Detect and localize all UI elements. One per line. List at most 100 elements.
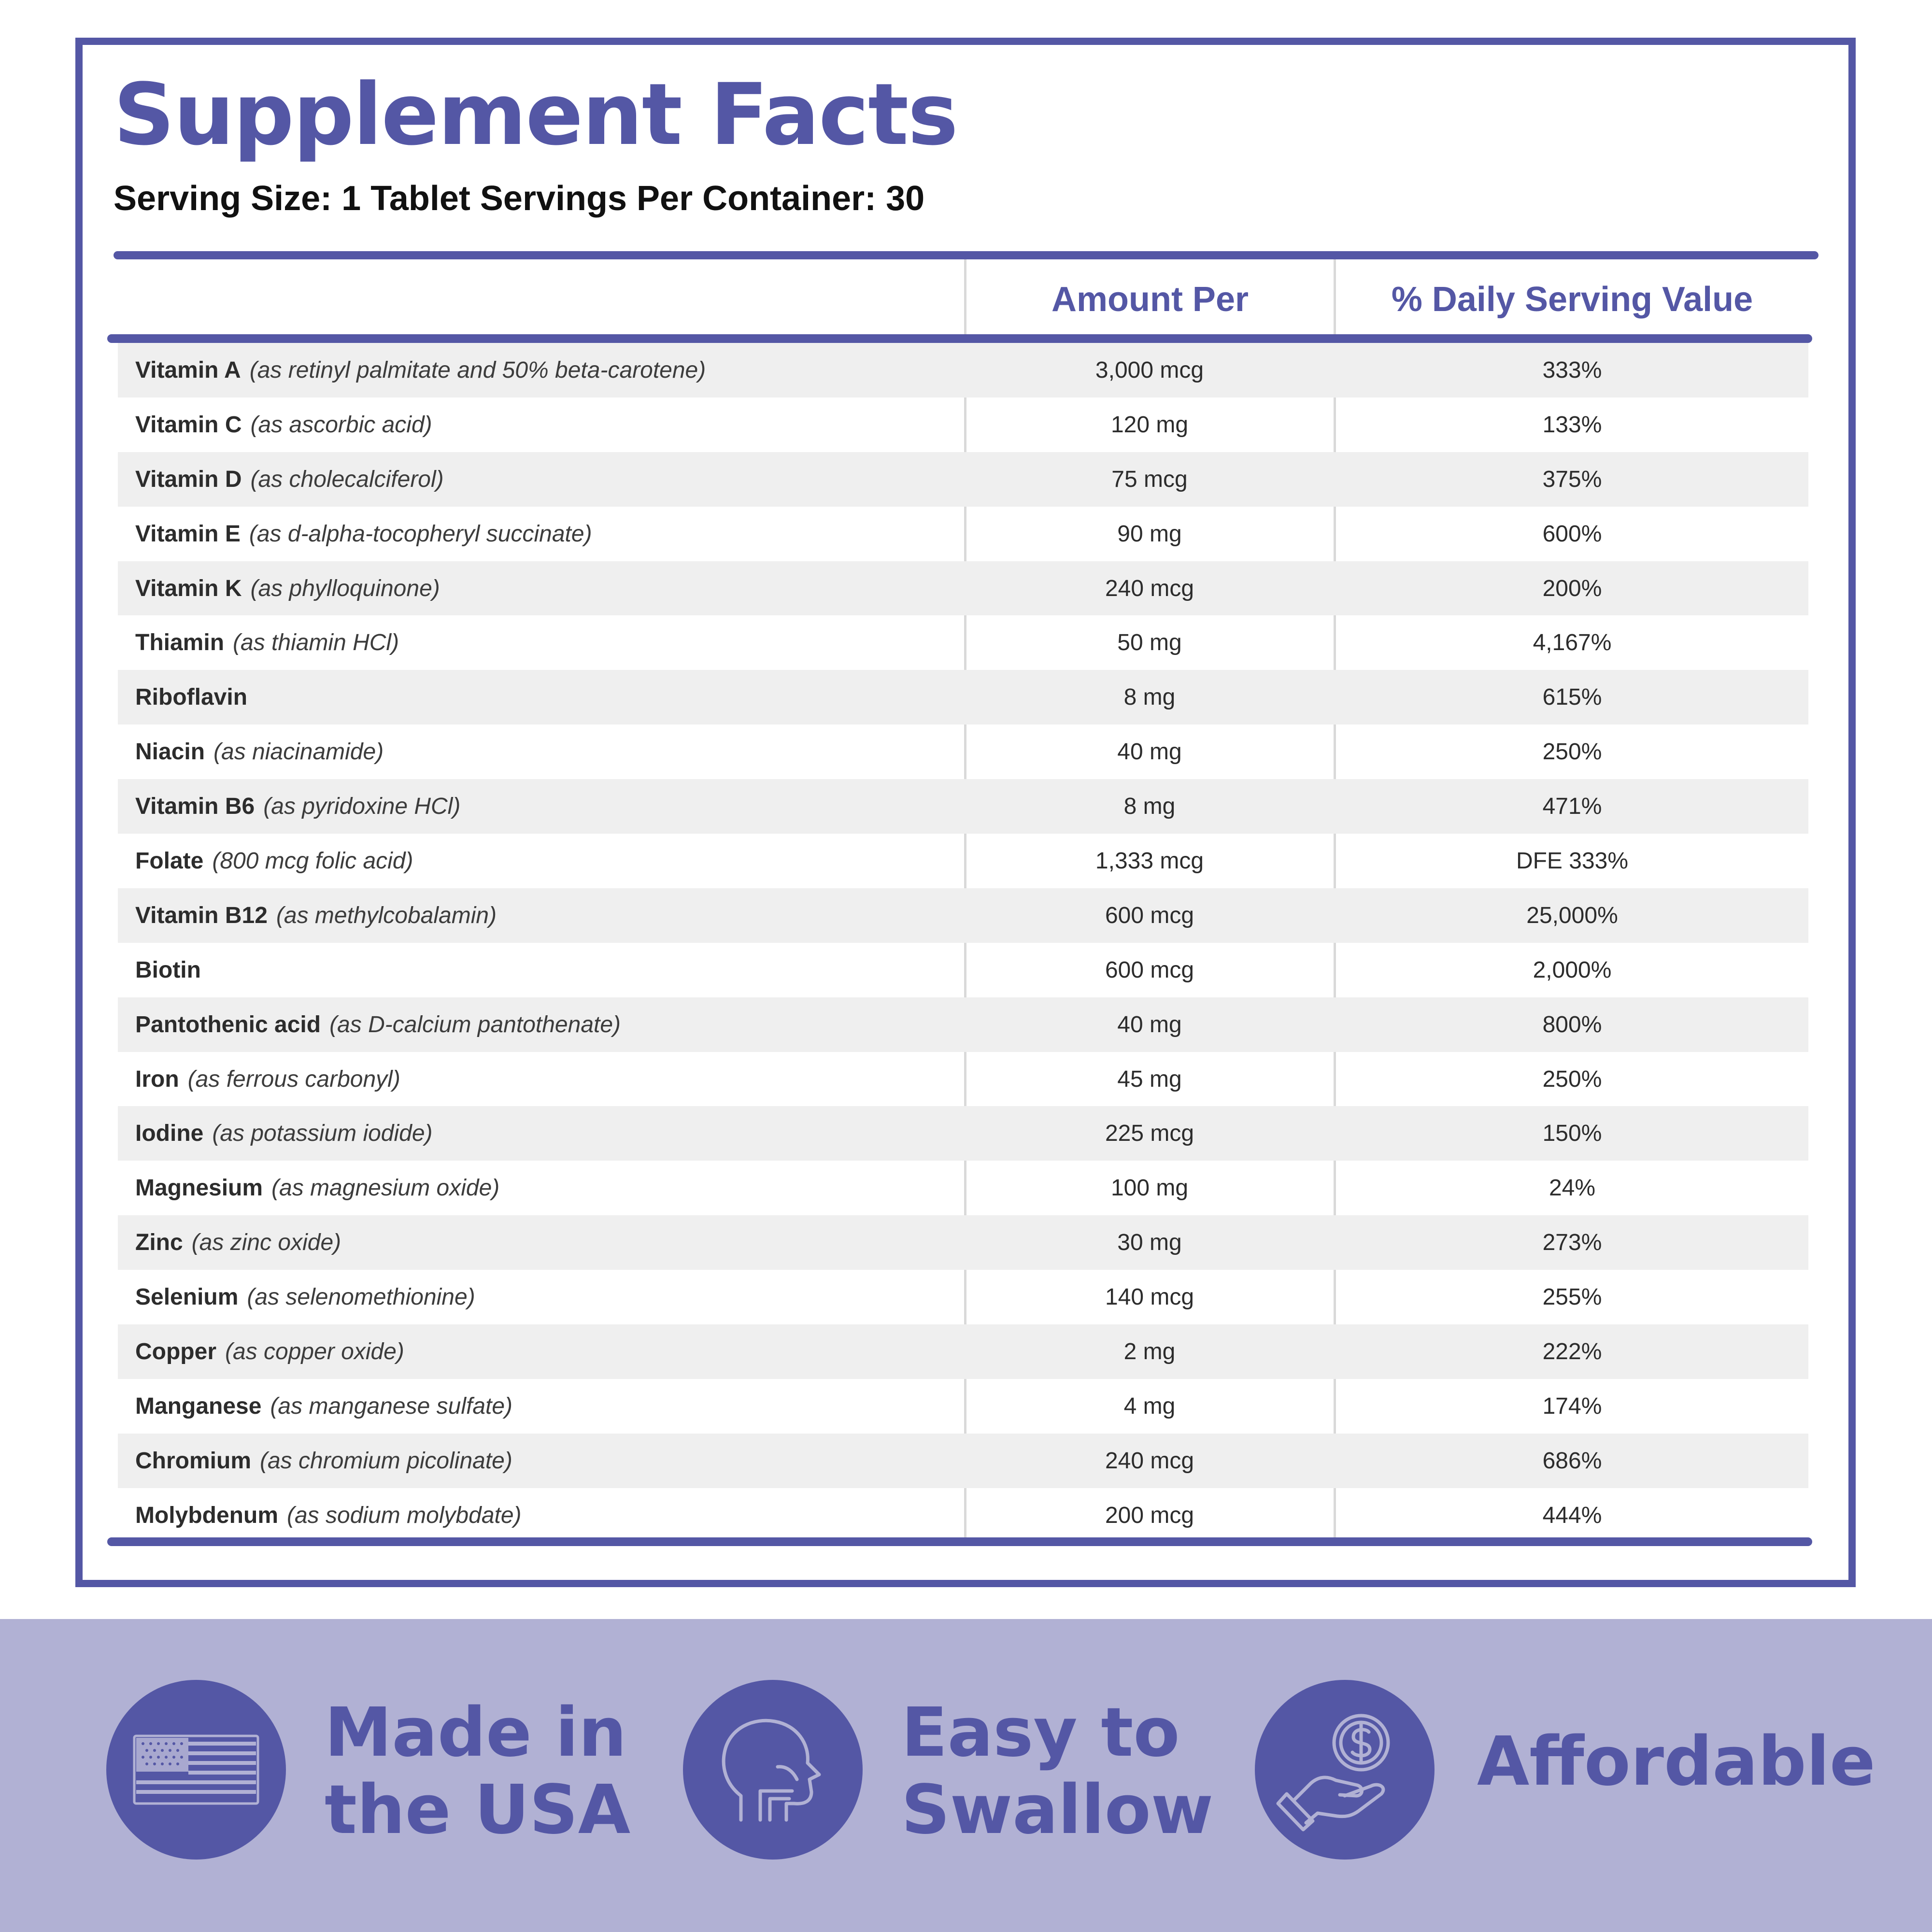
table-row: Vitamin K (as phylloquinone) 240 mcg 200% bbox=[118, 561, 1808, 616]
nutrient-name: Vitamin B12 bbox=[135, 902, 268, 928]
nutrient-name: Iodine bbox=[135, 1121, 204, 1147]
table-row: Molybdenum (as sodium molybdate) 200 mcg 44… bbox=[118, 1488, 1808, 1543]
nutrient-name: Pantothenic acid bbox=[135, 1011, 321, 1037]
column-header-amount: Amount Per bbox=[1051, 280, 1249, 319]
amount-cell: 75 mcg bbox=[1111, 466, 1188, 492]
amount-cell: 3,000 mcg bbox=[1095, 357, 1204, 383]
amount-cell: 600 mcg bbox=[1105, 902, 1194, 928]
nutrient-source: (as zinc oxide) bbox=[191, 1230, 341, 1256]
nutrient-name: Selenium bbox=[135, 1284, 239, 1310]
nutrient-table: Vitamin A (as retinyl palmitate and 50% b… bbox=[118, 343, 1808, 1543]
nutrient-name-cell: Biotin bbox=[135, 943, 201, 997]
table-row: Thiamin (as thiamin HCl) 50 mg 4,167% bbox=[118, 615, 1808, 670]
feature-made-in-usa-line1: Made in bbox=[325, 1693, 627, 1772]
daily-value-cell: 255% bbox=[1542, 1284, 1602, 1310]
nutrient-name-cell: Folate (800 mcg folic acid) bbox=[135, 834, 413, 888]
nutrient-name-cell: Vitamin B12 (as methylcobalamin) bbox=[135, 888, 497, 943]
nutrient-name-cell: Chromium (as chromium picolinate) bbox=[135, 1434, 512, 1488]
feature-easy-swallow-line2: Swallow bbox=[901, 1771, 1214, 1849]
nutrient-name: Vitamin E bbox=[135, 521, 241, 547]
amount-cell: 240 mcg bbox=[1105, 575, 1194, 601]
nutrient-source: (as ascorbic acid) bbox=[250, 412, 432, 438]
nutrient-name-cell: Magnesium (as magnesium oxide) bbox=[135, 1161, 499, 1215]
daily-value-cell: 273% bbox=[1542, 1230, 1602, 1256]
nutrient-name-cell: Thiamin (as thiamin HCl) bbox=[135, 615, 399, 670]
nutrient-source: (as phylloquinone) bbox=[250, 575, 440, 601]
nutrient-source: (as chromium picolinate) bbox=[260, 1448, 512, 1474]
table-row: Vitamin D (as cholecalciferol) 75 mcg 375% bbox=[118, 452, 1808, 507]
nutrient-name-cell: Vitamin D (as cholecalciferol) bbox=[135, 452, 444, 507]
table-row: Iron (as ferrous carbonyl) 45 mg 250% bbox=[118, 1052, 1808, 1107]
amount-cell: 40 mg bbox=[1117, 739, 1182, 765]
top-divider bbox=[114, 251, 1818, 259]
daily-value-cell: 133% bbox=[1542, 412, 1602, 438]
nutrient-name-cell: Selenium (as selenomethionine) bbox=[135, 1270, 475, 1324]
daily-value-cell: 471% bbox=[1542, 794, 1602, 820]
hand-dollar-icon bbox=[1255, 1680, 1435, 1860]
daily-value-cell: 250% bbox=[1542, 739, 1602, 765]
nutrient-source: (as sodium molybdate) bbox=[287, 1502, 522, 1528]
amount-cell: 8 mg bbox=[1123, 794, 1176, 820]
amount-cell: 200 mcg bbox=[1105, 1502, 1194, 1528]
feature-easy-swallow-line1: Easy to bbox=[901, 1693, 1180, 1772]
daily-value-cell: 800% bbox=[1542, 1011, 1602, 1037]
daily-value-cell: 615% bbox=[1542, 684, 1602, 710]
usa-flag-icon bbox=[106, 1680, 286, 1860]
nutrient-source: (as selenomethionine) bbox=[247, 1284, 475, 1310]
daily-value-cell: 24% bbox=[1548, 1175, 1596, 1201]
daily-value-cell: 686% bbox=[1542, 1448, 1602, 1474]
nutrient-source: (as retinyl palmitate and 50% beta-carot… bbox=[249, 357, 706, 383]
nutrient-name: Riboflavin bbox=[135, 684, 248, 710]
nutrient-source: (as D-calcium pantothenate) bbox=[329, 1011, 621, 1037]
amount-cell: 30 mg bbox=[1117, 1230, 1182, 1256]
amount-cell: 4 mg bbox=[1123, 1393, 1176, 1419]
amount-cell: 1,333 mcg bbox=[1095, 848, 1204, 874]
daily-value-cell: 25,000% bbox=[1526, 902, 1618, 928]
table-row: Riboflavin 8 mg 615% bbox=[118, 670, 1808, 725]
nutrient-name-cell: Manganese (as manganese sulfate) bbox=[135, 1379, 512, 1434]
nutrient-name: Vitamin B6 bbox=[135, 794, 255, 820]
amount-cell: 8 mg bbox=[1123, 684, 1176, 710]
nutrient-name: Chromium bbox=[135, 1448, 251, 1474]
column-header-daily-value: % Daily Serving Value bbox=[1391, 280, 1753, 319]
daily-value-cell: 250% bbox=[1542, 1066, 1602, 1092]
nutrient-name: Niacin bbox=[135, 739, 205, 765]
nutrient-name-cell: Iodine (as potassium iodide) bbox=[135, 1106, 433, 1161]
nutrient-name: Folate bbox=[135, 848, 204, 874]
feature-made-in-usa-line2: the USA bbox=[325, 1771, 631, 1849]
table-row: Vitamin B6 (as pyridoxine HCl) 8 mg 471% bbox=[118, 779, 1808, 834]
daily-value-cell: 2,000% bbox=[1533, 957, 1612, 983]
amount-cell: 90 mg bbox=[1117, 521, 1182, 547]
daily-value-cell: 200% bbox=[1542, 575, 1602, 601]
nutrient-source: (800 mcg folic acid) bbox=[212, 848, 413, 874]
head-swallow-icon bbox=[683, 1680, 863, 1860]
nutrient-name: Magnesium bbox=[135, 1175, 263, 1201]
daily-value-cell: 375% bbox=[1542, 466, 1602, 492]
nutrient-name: Vitamin C bbox=[135, 412, 242, 438]
nutrient-name: Vitamin D bbox=[135, 466, 242, 492]
nutrient-name-cell: Molybdenum (as sodium molybdate) bbox=[135, 1488, 522, 1543]
feature-affordable: Affordable bbox=[1477, 1722, 1875, 1801]
nutrient-source: (as thiamin HCl) bbox=[233, 630, 399, 656]
nutrient-name-cell: Vitamin K (as phylloquinone) bbox=[135, 561, 440, 616]
amount-cell: 120 mg bbox=[1110, 412, 1189, 438]
amount-cell: 100 mg bbox=[1110, 1175, 1189, 1201]
nutrient-name-cell: Zinc (as zinc oxide) bbox=[135, 1215, 341, 1270]
table-row: Manganese (as manganese sulfate) 4 mg 174% bbox=[118, 1379, 1808, 1434]
nutrient-source: (as ferrous carbonyl) bbox=[187, 1066, 400, 1092]
table-row: Iodine (as potassium iodide) 225 mcg 150% bbox=[118, 1106, 1808, 1161]
nutrient-name: Zinc bbox=[135, 1230, 183, 1256]
daily-value-cell: 333% bbox=[1542, 357, 1602, 383]
amount-cell: 225 mcg bbox=[1105, 1121, 1194, 1147]
nutrient-source: (as cholecalciferol) bbox=[250, 466, 444, 492]
page-title: Supplement Facts bbox=[114, 65, 958, 164]
nutrient-name-cell: Vitamin B6 (as pyridoxine HCl) bbox=[135, 779, 460, 834]
header-divider bbox=[107, 334, 1812, 343]
table-row: Copper (as copper oxide) 2 mg 222% bbox=[118, 1324, 1808, 1379]
table-row: Vitamin A (as retinyl palmitate and 50% b… bbox=[118, 343, 1808, 398]
nutrient-name: Biotin bbox=[135, 957, 201, 983]
amount-cell: 40 mg bbox=[1117, 1011, 1182, 1037]
table-row: Magnesium (as magnesium oxide) 100 mg 24% bbox=[118, 1161, 1808, 1215]
serving-info: Serving Size: 1 Tablet Servings Per Cont… bbox=[114, 179, 925, 218]
nutrient-name-cell: Vitamin C (as ascorbic acid) bbox=[135, 398, 432, 452]
